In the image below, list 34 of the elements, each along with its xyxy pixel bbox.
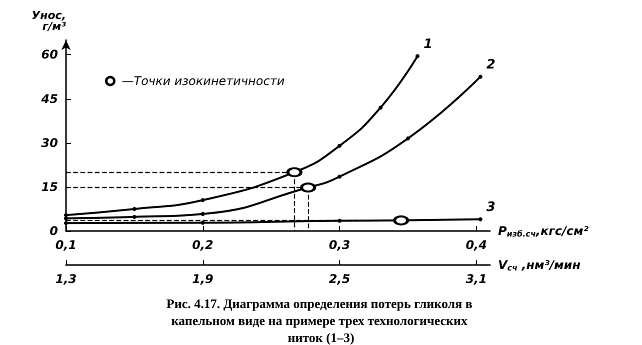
- text: Рис. 4.17. Диаграмма определения потерь гликоля в капельном виде на примере трех технологических ниток (1–3): [166, 296, 476, 345]
- point: [64, 221, 68, 226]
- point: [200, 198, 205, 202]
- point: [338, 174, 342, 179]
- point: [132, 206, 136, 211]
- point: [64, 213, 68, 218]
- y-tick-label: 60: [41, 48, 58, 62]
- x2-tick-label: 1,3: [55, 272, 77, 286]
- point: [406, 136, 410, 140]
- y-tick-label: 15: [41, 180, 58, 194]
- y-axis-title: Унос, г/м³: [32, 9, 66, 33]
- point: [200, 220, 205, 225]
- point: [416, 54, 420, 58]
- x2-tick-label: 1,9: [192, 272, 214, 286]
- y-tick-label: 45: [40, 92, 58, 106]
- annotation: 2: [486, 58, 496, 73]
- x-tick-label: 0,1: [55, 238, 77, 252]
- y-tick-label: 0: [50, 224, 58, 238]
- x-tick-label: 0,3: [328, 238, 350, 252]
- point: [64, 216, 68, 220]
- x2-tick-label: 2,5: [328, 272, 350, 286]
- annotation: 1: [424, 37, 433, 52]
- x2-tick-label: 3,1: [466, 272, 487, 286]
- y-tick-label: 30: [41, 136, 58, 150]
- point: [132, 214, 136, 219]
- point: [338, 144, 342, 148]
- annotation: 3: [486, 200, 496, 216]
- point: [478, 217, 482, 222]
- point: [378, 106, 383, 110]
- legend-label: —Точки изокинетичности: [122, 74, 285, 88]
- point: [478, 74, 482, 79]
- point: [200, 212, 205, 216]
- x-tick-label: 0,4: [466, 238, 487, 252]
- x-tick-label: 0,2: [192, 238, 214, 252]
